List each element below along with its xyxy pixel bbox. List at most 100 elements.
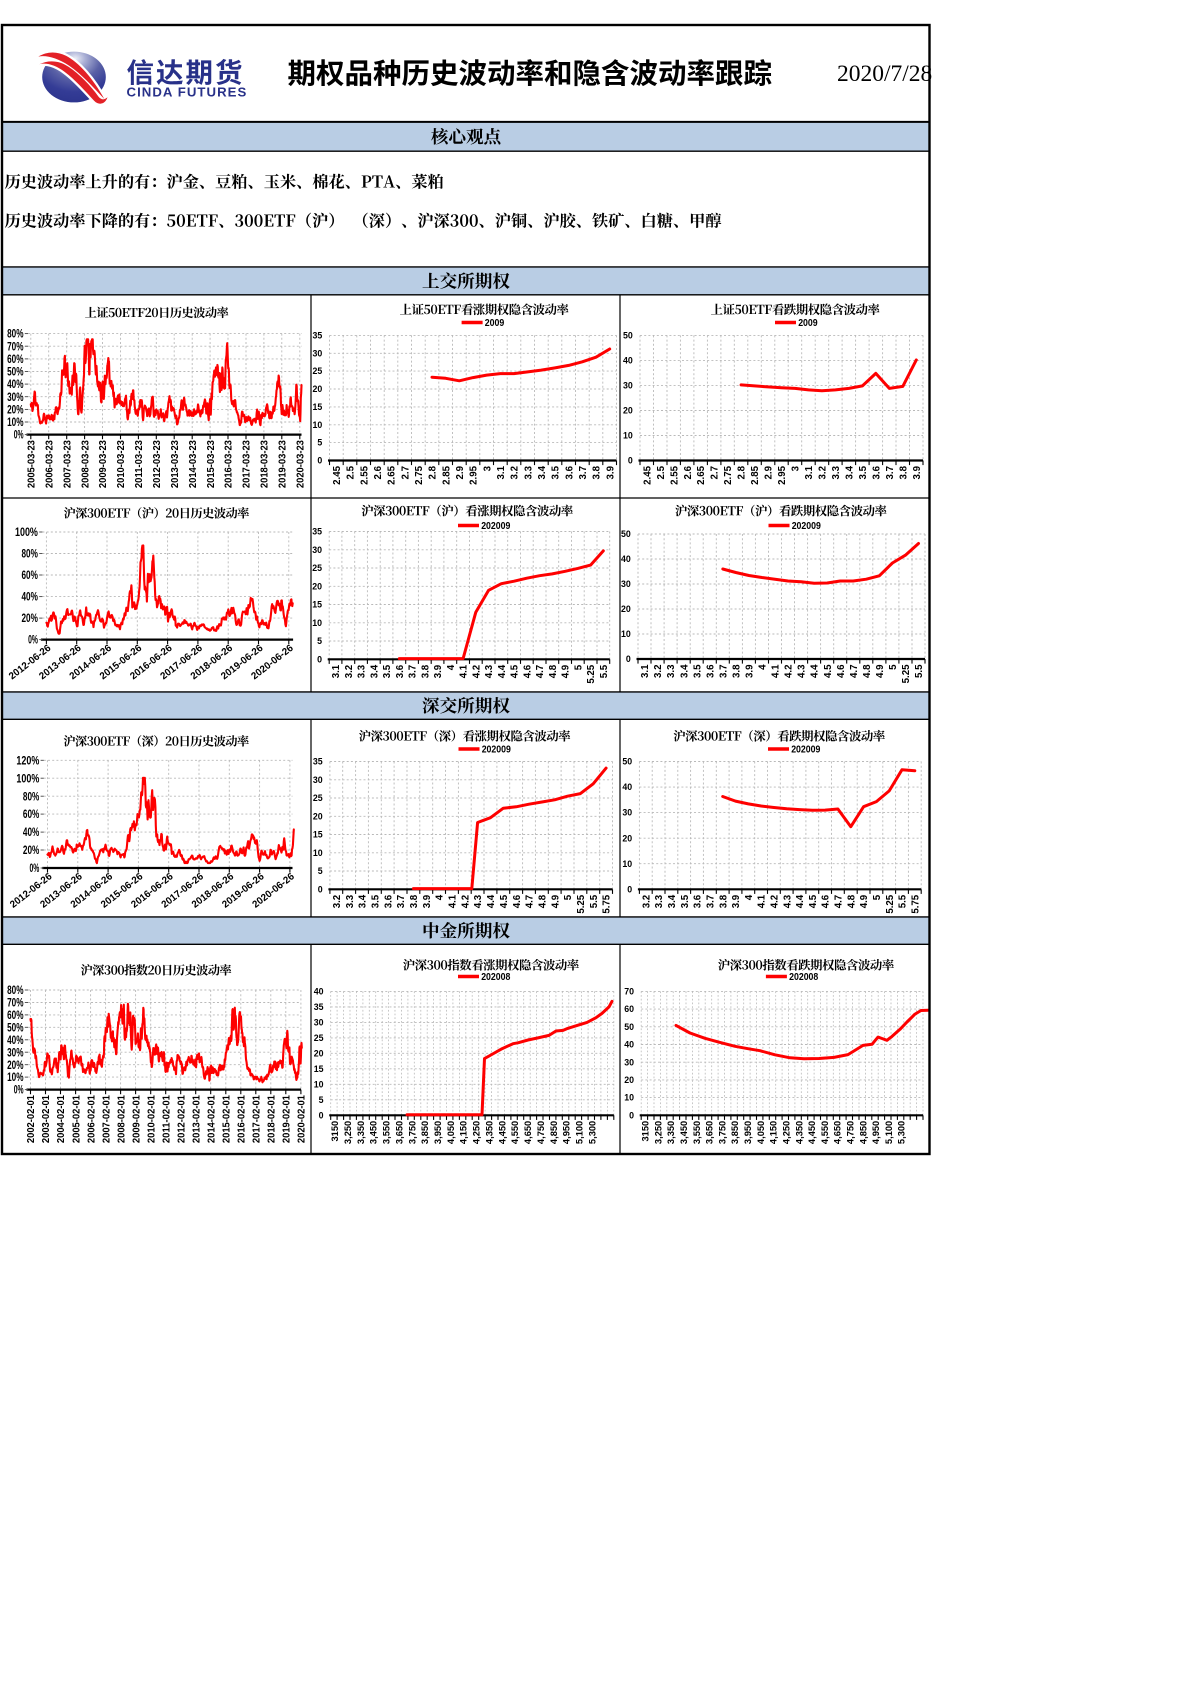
svg-text:4,950: 4,950 [871,1121,881,1144]
svg-text:4.1: 4.1 [459,664,470,678]
svg-text:3.8: 3.8 [592,465,603,479]
svg-text:202008: 202008 [481,972,510,983]
svg-text:4,950: 4,950 [562,1121,572,1144]
svg-text:35: 35 [313,757,323,767]
svg-text:3.8: 3.8 [731,664,742,678]
svg-text:5.5: 5.5 [898,894,909,908]
svg-text:5.75: 5.75 [910,894,921,913]
svg-text:3,350: 3,350 [666,1121,676,1144]
svg-text:2.8: 2.8 [428,465,439,479]
svg-text:3,250: 3,250 [653,1121,663,1144]
svg-text:15: 15 [312,600,322,610]
svg-text:2.65: 2.65 [696,465,707,484]
svg-text:4.3: 4.3 [484,664,495,678]
svg-text:3.3: 3.3 [831,465,842,479]
svg-text:3,650: 3,650 [394,1121,404,1144]
svg-text:2007-02-01: 2007-02-01 [101,1095,112,1143]
svg-text:3,750: 3,750 [717,1121,727,1144]
svg-text:4,350: 4,350 [794,1121,804,1144]
svg-text:4,550: 4,550 [510,1121,520,1144]
svg-text:30: 30 [624,1057,634,1067]
svg-text:4.3: 4.3 [782,894,793,908]
svg-text:4.7: 4.7 [525,895,536,908]
svg-text:60%: 60% [7,1008,24,1022]
svg-text:3.2: 3.2 [653,665,664,678]
svg-text:30: 30 [621,579,631,589]
svg-text:2018-03-23: 2018-03-23 [260,440,271,488]
svg-text:10%: 10% [7,415,24,429]
svg-text:202009: 202009 [791,745,820,756]
svg-text:4.1: 4.1 [448,894,459,908]
svg-text:4: 4 [446,664,457,670]
svg-text:3.5: 3.5 [858,465,869,479]
svg-text:202008: 202008 [789,972,818,983]
svg-text:3.5: 3.5 [680,894,691,908]
svg-text:5.25: 5.25 [576,894,587,913]
svg-text:3.7: 3.7 [718,665,729,678]
svg-text:3: 3 [482,465,493,471]
svg-text:4,050: 4,050 [446,1121,456,1144]
svg-text:5: 5 [573,664,584,670]
svg-text:5.25: 5.25 [901,664,912,683]
svg-text:2016-02-01: 2016-02-01 [237,1095,248,1143]
svg-text:3.8: 3.8 [420,664,431,678]
svg-text:2.55: 2.55 [359,465,370,484]
svg-text:10%: 10% [7,1070,24,1084]
svg-text:3.7: 3.7 [396,895,407,908]
svg-text:4.4: 4.4 [486,894,497,908]
svg-text:5.75: 5.75 [602,894,613,913]
svg-text:3.3: 3.3 [357,664,368,678]
svg-text:4.4: 4.4 [497,664,508,678]
svg-text:4.8: 4.8 [846,894,857,908]
svg-text:3.2: 3.2 [332,895,343,908]
svg-text:2008-02-01: 2008-02-01 [116,1095,127,1143]
svg-text:3.6: 3.6 [871,465,882,479]
svg-text:4.8: 4.8 [862,664,873,678]
svg-text:80%: 80% [7,327,24,341]
svg-text:3.6: 3.6 [395,664,406,678]
svg-text:2.6: 2.6 [373,465,384,479]
svg-text:2014-02-01: 2014-02-01 [206,1095,217,1143]
svg-text:0: 0 [629,1110,634,1120]
svg-text:40: 40 [622,782,632,792]
svg-text:40: 40 [624,1040,634,1050]
svg-text:50: 50 [624,1022,634,1032]
svg-text:3.7: 3.7 [408,665,419,678]
svg-text:15: 15 [313,402,323,412]
svg-text:30: 30 [313,775,323,785]
svg-text:3.6: 3.6 [705,664,716,678]
svg-text:4.5: 4.5 [510,664,521,678]
svg-text:4.9: 4.9 [550,894,561,908]
svg-text:2016-03-23: 2016-03-23 [224,440,235,488]
svg-text:10: 10 [312,618,322,628]
svg-text:3.2: 3.2 [818,466,829,479]
svg-text:2009-03-23: 2009-03-23 [98,440,109,488]
svg-text:3.9: 3.9 [605,465,616,479]
svg-text:3.6: 3.6 [693,894,704,908]
svg-text:2009: 2009 [485,318,505,329]
svg-text:2.45: 2.45 [642,465,653,484]
svg-text:4.6: 4.6 [836,664,847,678]
svg-text:5,100: 5,100 [575,1121,585,1144]
svg-text:20: 20 [314,1048,324,1058]
svg-text:CINDA FUTURES: CINDA FUTURES [127,85,248,100]
svg-text:4.6: 4.6 [522,664,533,678]
svg-text:5: 5 [319,1095,324,1105]
svg-text:4.2: 4.2 [770,895,781,908]
svg-text:3,550: 3,550 [382,1121,392,1144]
svg-text:3.9: 3.9 [433,664,444,678]
svg-text:3.7: 3.7 [706,895,717,908]
svg-text:2.5: 2.5 [346,465,357,479]
svg-text:40%: 40% [23,825,40,839]
svg-text:2.9: 2.9 [455,465,466,479]
svg-text:3,850: 3,850 [420,1121,430,1144]
svg-text:3.7: 3.7 [885,466,896,479]
svg-text:4,650: 4,650 [523,1121,533,1144]
svg-text:5,100: 5,100 [884,1121,894,1144]
svg-text:5,300: 5,300 [587,1121,597,1144]
svg-text:25: 25 [312,563,322,573]
svg-text:3.7: 3.7 [578,466,589,479]
svg-text:4,850: 4,850 [549,1121,559,1144]
svg-text:2015-02-01: 2015-02-01 [222,1095,233,1143]
svg-text:20%: 20% [23,843,40,857]
